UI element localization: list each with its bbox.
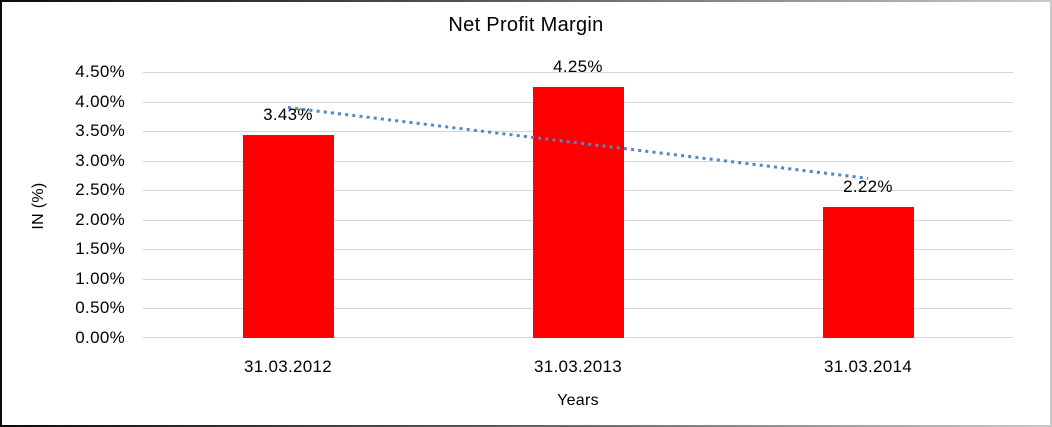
y-tick-label: 4.50% (75, 62, 125, 81)
x-tick-label: 31.03.2014 (823, 357, 913, 376)
x-tick-label: 31.03.2012 (243, 357, 333, 376)
y-tick-label: 1.00% (75, 268, 125, 288)
x-tick-label: 31.03.2013 (533, 357, 623, 376)
x-axis-title: Years (557, 392, 599, 409)
y-tick-label: 1.50% (75, 239, 125, 259)
bar-31.03.2012 (242, 135, 334, 338)
data-label: 2.22% (843, 176, 893, 196)
gridline (143, 72, 1013, 73)
y-tick-label: 2.00% (75, 209, 125, 229)
y-tick-label: 4.00% (75, 91, 125, 111)
data-label: 4.25% (553, 56, 603, 76)
y-tick-label: 0.50% (75, 298, 125, 318)
plot-area: 3.43% 4.25% 2.22% (143, 57, 1013, 338)
bar-31.03.2013 (532, 86, 624, 338)
data-label: 3.43% (263, 105, 313, 125)
trendline-path (287, 105, 869, 180)
y-tick-label: 2.50% (75, 180, 125, 200)
bar-31.03.2014 (822, 206, 914, 338)
y-tick-label: 0.00% (75, 328, 125, 347)
chart-title: Net Profit Margin (448, 14, 604, 36)
y-tick-label: 3.00% (75, 150, 125, 170)
y-tick-label: 3.50% (75, 121, 125, 141)
